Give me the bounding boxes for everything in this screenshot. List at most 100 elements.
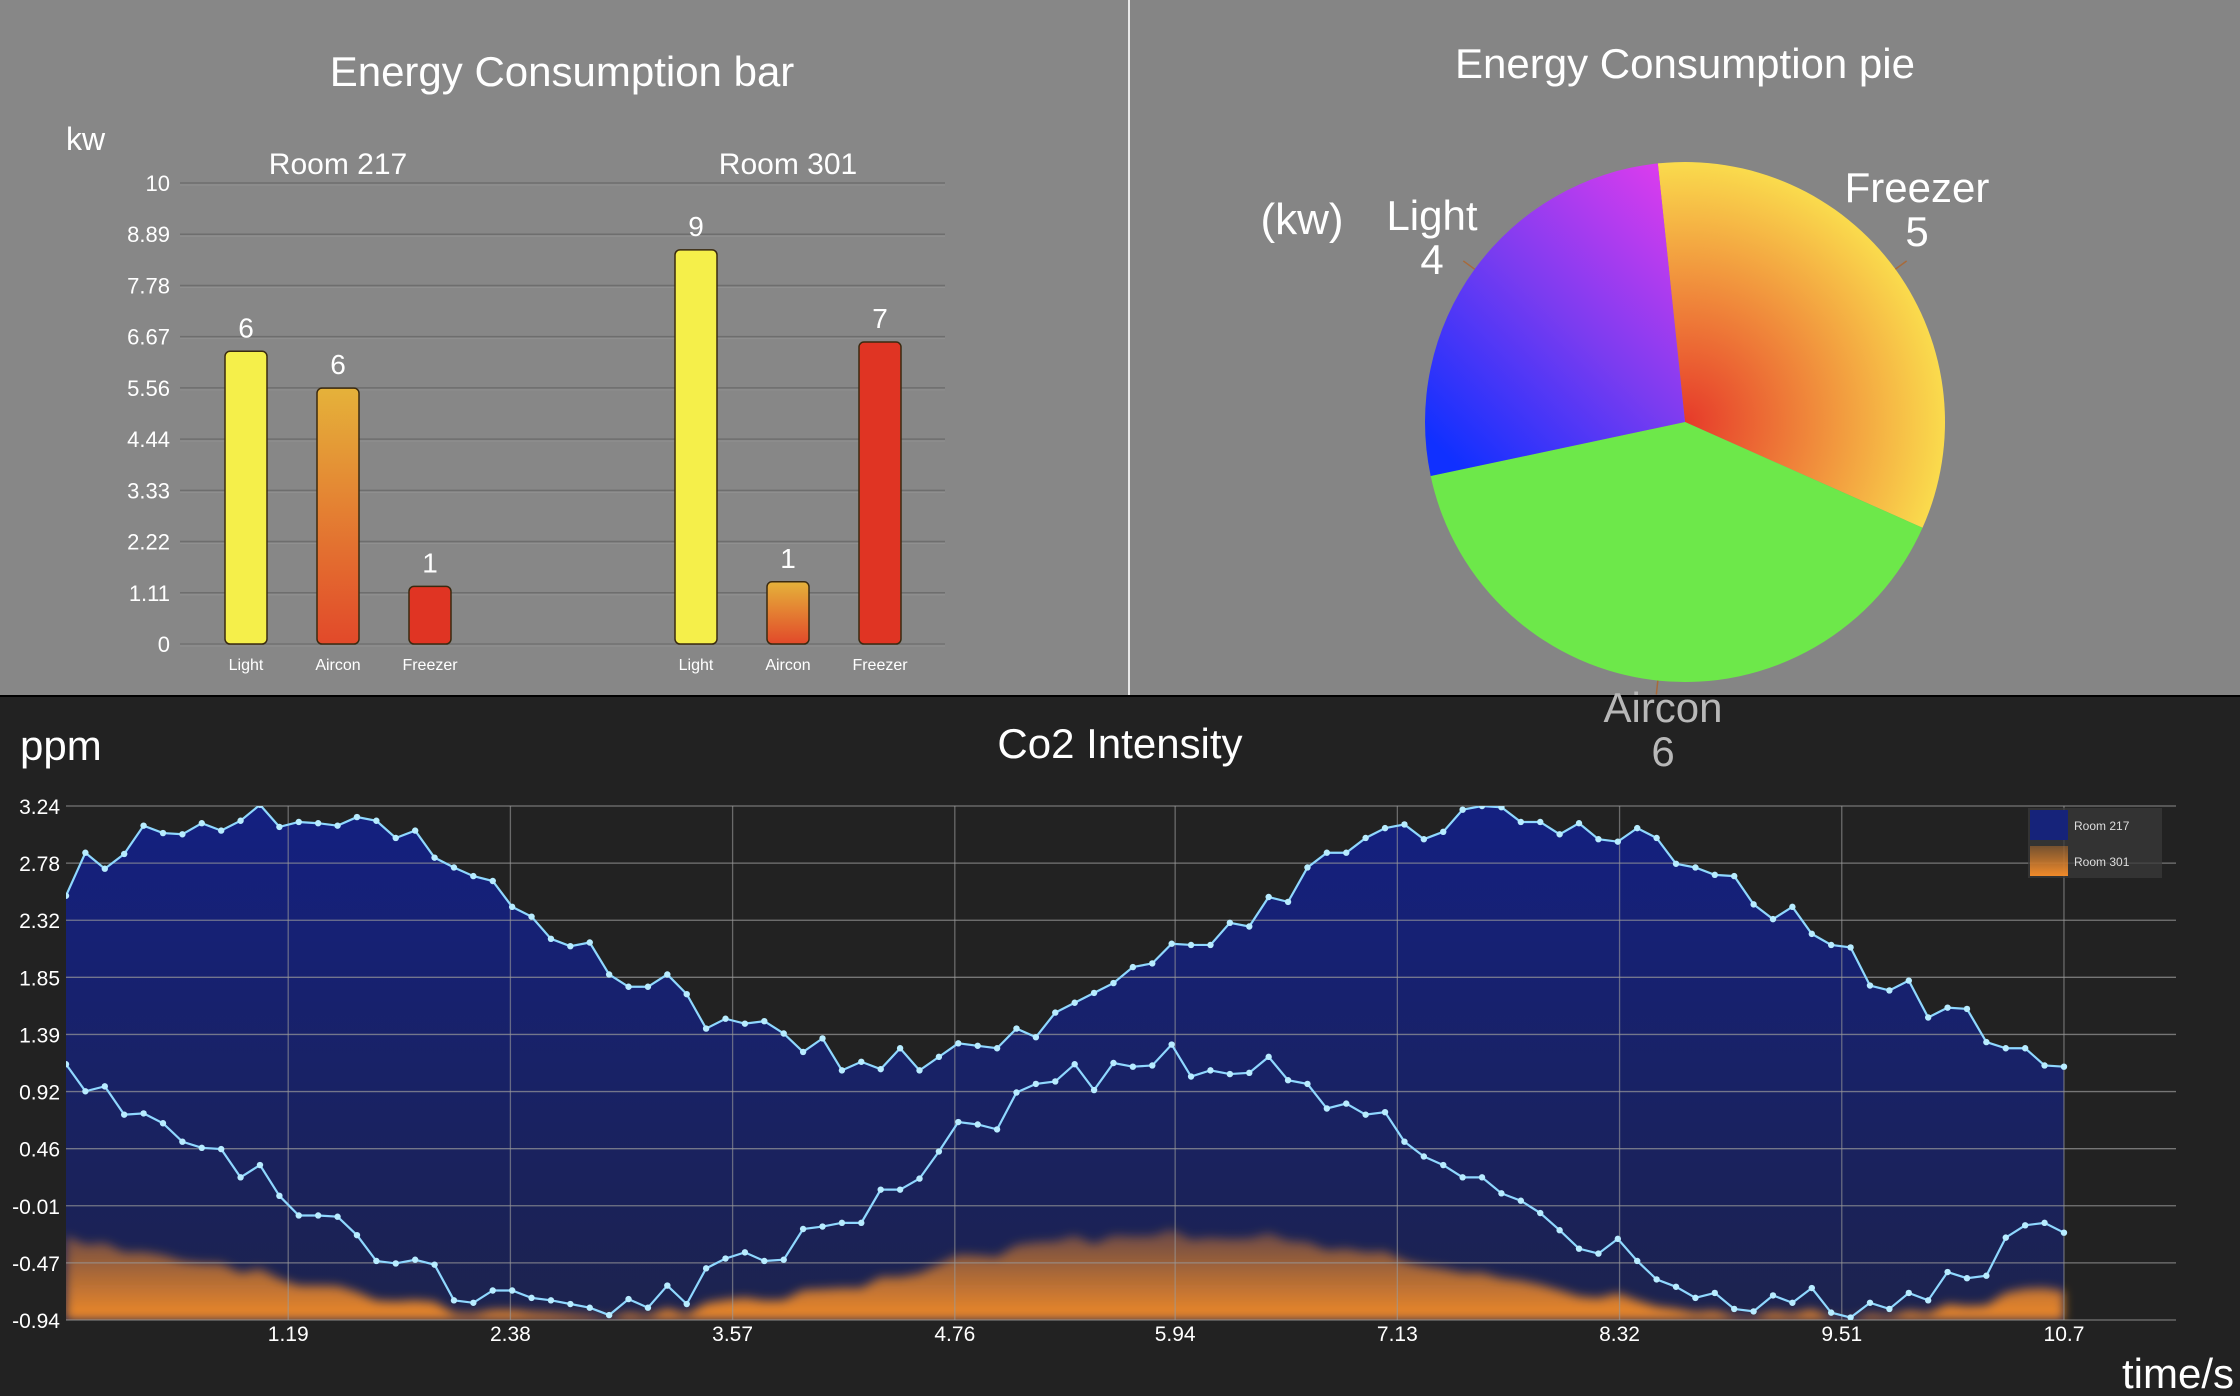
point-room-301[interactable]	[431, 1261, 438, 1268]
point-room-301[interactable]	[1692, 1294, 1699, 1302]
point-room-217[interactable]	[392, 834, 399, 842]
point-room-217[interactable]	[741, 1020, 749, 1027]
point-room-217[interactable]	[528, 913, 535, 920]
point-room-301[interactable]	[140, 1110, 147, 1117]
point-room-217[interactable]	[1110, 979, 1117, 987]
point-room-301[interactable]	[702, 1265, 710, 1272]
point-room-301[interactable]	[625, 1295, 632, 1303]
point-room-301[interactable]	[1827, 1309, 1835, 1316]
point-room-301[interactable]	[528, 1294, 535, 1302]
point-room-217[interactable]	[1381, 824, 1389, 832]
point-room-217[interactable]	[683, 990, 690, 998]
pie-slice-aircon[interactable]	[1430, 422, 1923, 682]
point-room-217[interactable]	[1769, 915, 1777, 923]
point-room-217[interactable]	[1420, 836, 1428, 843]
point-room-217[interactable]	[1013, 1025, 1020, 1032]
point-room-217[interactable]	[1789, 903, 1796, 911]
point-room-301[interactable]	[1304, 1080, 1311, 1088]
point-room-301[interactable]	[1052, 1078, 1059, 1085]
point-room-301[interactable]	[780, 1256, 787, 1263]
point-room-217[interactable]	[1187, 941, 1195, 949]
point-room-301[interactable]	[63, 1061, 70, 1068]
point-room-217[interactable]	[373, 817, 380, 824]
point-room-301[interactable]	[1478, 1174, 1486, 1181]
point-room-301[interactable]	[1246, 1069, 1253, 1077]
point-room-301[interactable]	[1944, 1268, 1951, 1276]
point-room-217[interactable]	[120, 850, 128, 858]
point-room-217[interactable]	[664, 971, 671, 978]
point-room-301[interactable]	[1110, 1059, 1117, 1067]
point-room-217[interactable]	[198, 820, 205, 827]
point-room-301[interactable]	[1440, 1161, 1447, 1169]
point-room-217[interactable]	[935, 1053, 943, 1061]
point-room-217[interactable]	[1711, 871, 1719, 879]
point-room-301[interactable]	[1595, 1250, 1602, 1257]
pie-slice-light[interactable]	[1425, 163, 1685, 477]
point-room-301[interactable]	[1323, 1105, 1331, 1112]
point-room-217[interactable]	[1575, 820, 1583, 827]
point-room-301[interactable]	[664, 1282, 671, 1289]
point-room-217[interactable]	[993, 1045, 1001, 1052]
point-room-217[interactable]	[237, 817, 244, 824]
point-room-301[interactable]	[1032, 1080, 1040, 1088]
point-room-301[interactable]	[1149, 1062, 1156, 1069]
point-room-301[interactable]	[877, 1186, 884, 1193]
point-room-217[interactable]	[567, 942, 574, 950]
point-room-301[interactable]	[217, 1145, 225, 1153]
point-room-217[interactable]	[1672, 860, 1680, 867]
point-room-217[interactable]	[1556, 831, 1563, 838]
bar-room-301-freezer[interactable]	[858, 341, 902, 645]
point-room-301[interactable]	[314, 1212, 322, 1219]
point-room-217[interactable]	[1265, 893, 1272, 901]
point-room-217[interactable]	[140, 822, 147, 829]
point-room-217[interactable]	[179, 831, 186, 838]
point-room-217[interactable]	[1440, 828, 1447, 836]
point-room-301[interactable]	[896, 1186, 904, 1193]
point-room-301[interactable]	[605, 1311, 613, 1319]
point-room-217[interactable]	[1517, 818, 1525, 826]
point-room-217[interactable]	[411, 827, 419, 834]
point-room-217[interactable]	[2002, 1045, 2009, 1052]
point-room-301[interactable]	[256, 1161, 264, 1169]
point-room-301[interactable]	[1731, 1305, 1738, 1313]
point-room-301[interactable]	[1498, 1190, 1505, 1197]
point-room-301[interactable]	[838, 1219, 846, 1227]
point-room-301[interactable]	[2060, 1229, 2068, 1236]
point-room-301[interactable]	[644, 1304, 652, 1311]
point-room-217[interactable]	[1963, 1005, 1971, 1013]
point-room-217[interactable]	[547, 935, 555, 943]
point-room-217[interactable]	[702, 1025, 710, 1032]
point-room-301[interactable]	[1575, 1245, 1583, 1252]
point-room-217[interactable]	[1207, 941, 1214, 949]
point-room-217[interactable]	[82, 849, 89, 856]
point-room-301[interactable]	[1983, 1272, 1990, 1279]
point-room-217[interactable]	[722, 1015, 729, 1022]
bar-room-217-freezer[interactable]	[408, 585, 452, 645]
point-room-301[interactable]	[1187, 1073, 1195, 1080]
point-room-217[interactable]	[1983, 1038, 1990, 1046]
point-room-217[interactable]	[1905, 977, 1912, 984]
point-room-217[interactable]	[1827, 941, 1835, 949]
point-room-217[interactable]	[1090, 989, 1098, 997]
point-room-301[interactable]	[179, 1138, 186, 1145]
point-room-301[interactable]	[1071, 1061, 1078, 1068]
point-room-217[interactable]	[605, 971, 613, 978]
point-room-301[interactable]	[1090, 1086, 1098, 1094]
point-room-301[interactable]	[334, 1213, 341, 1220]
point-room-301[interactable]	[1013, 1089, 1020, 1096]
point-room-301[interactable]	[1207, 1067, 1214, 1074]
point-room-217[interactable]	[1362, 834, 1369, 842]
point-room-217[interactable]	[159, 829, 167, 837]
point-room-301[interactable]	[159, 1120, 167, 1127]
bar-room-217-aircon[interactable]	[316, 387, 360, 645]
point-room-301[interactable]	[858, 1219, 865, 1227]
point-room-217[interactable]	[819, 1035, 826, 1042]
point-room-217[interactable]	[1071, 999, 1078, 1006]
point-room-217[interactable]	[470, 872, 477, 880]
point-room-217[interactable]	[1614, 838, 1622, 845]
point-room-301[interactable]	[392, 1260, 399, 1267]
point-room-301[interactable]	[741, 1249, 749, 1256]
point-room-217[interactable]	[1886, 987, 1893, 994]
point-room-217[interactable]	[974, 1042, 981, 1049]
point-room-217[interactable]	[1032, 1033, 1040, 1041]
